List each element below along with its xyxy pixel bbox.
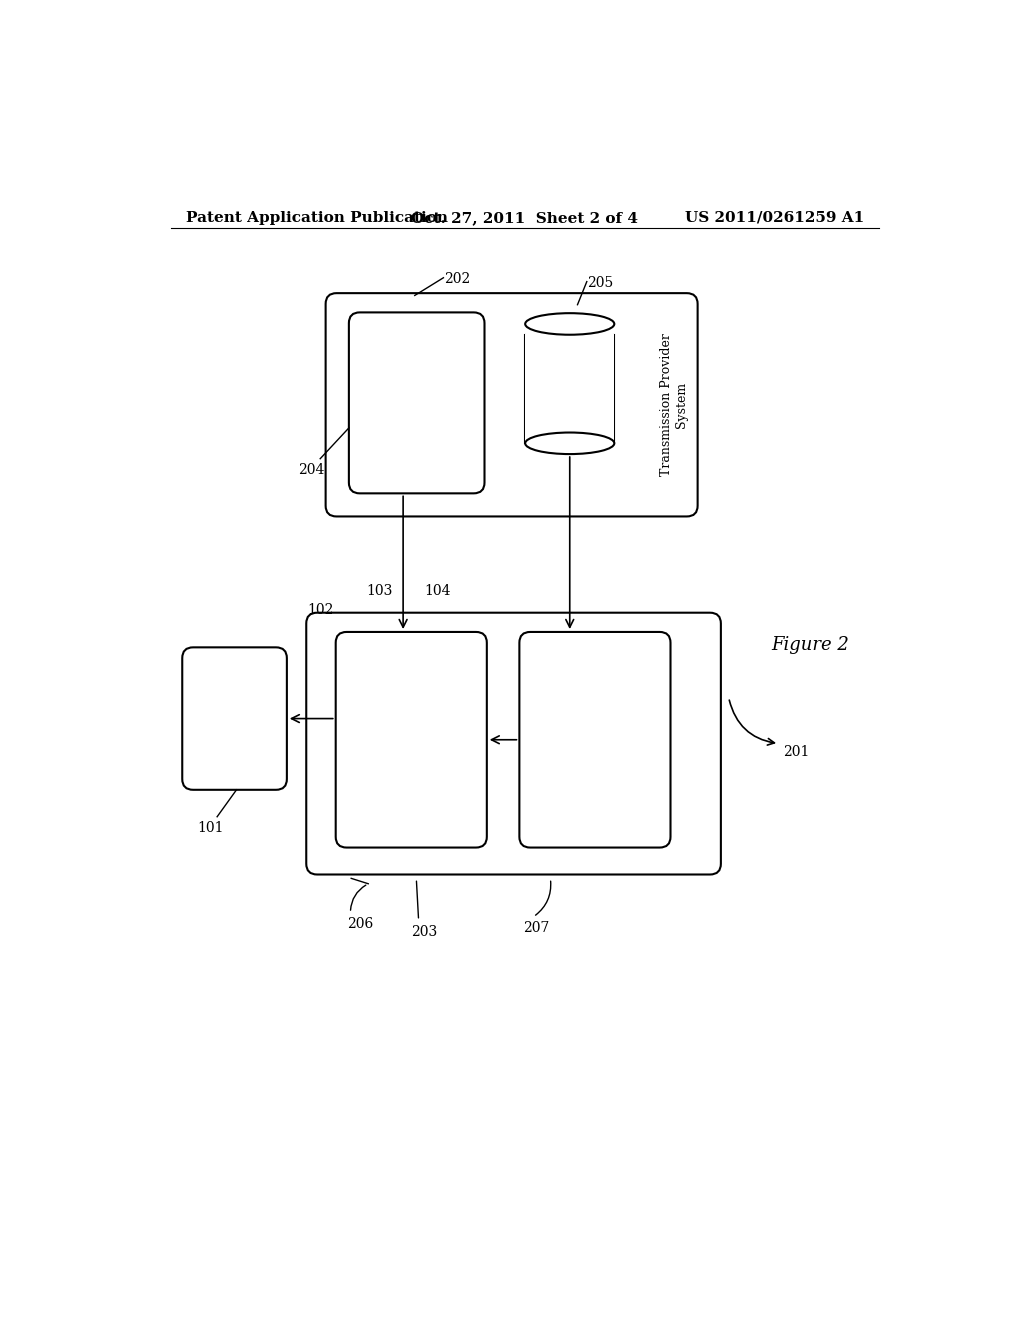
FancyBboxPatch shape (306, 612, 721, 874)
Text: Oct. 27, 2011  Sheet 2 of 4: Oct. 27, 2011 Sheet 2 of 4 (412, 211, 638, 224)
FancyBboxPatch shape (519, 632, 671, 847)
Text: 102: 102 (308, 603, 334, 618)
Text: Patent Application Publication: Patent Application Publication (186, 211, 449, 224)
Text: 203: 203 (411, 924, 437, 939)
Bar (525, 334, 614, 444)
Ellipse shape (525, 433, 614, 454)
Ellipse shape (525, 313, 614, 335)
FancyBboxPatch shape (349, 313, 484, 494)
Text: 103: 103 (367, 585, 393, 598)
FancyArrowPatch shape (729, 700, 774, 744)
Text: 207: 207 (523, 921, 550, 935)
Text: 205: 205 (587, 276, 613, 290)
FancyBboxPatch shape (336, 632, 486, 847)
Text: 101: 101 (198, 821, 224, 834)
Text: US 2011/0261259 A1: US 2011/0261259 A1 (685, 211, 864, 224)
Text: 201: 201 (783, 744, 809, 759)
Text: 202: 202 (444, 272, 470, 286)
Text: 104: 104 (424, 585, 451, 598)
Text: 206: 206 (347, 917, 374, 931)
Text: Figure 2: Figure 2 (771, 636, 849, 653)
Text: Transmission Provider
System: Transmission Provider System (660, 334, 688, 477)
FancyBboxPatch shape (326, 293, 697, 516)
FancyBboxPatch shape (182, 647, 287, 789)
Text: 204: 204 (299, 462, 325, 477)
